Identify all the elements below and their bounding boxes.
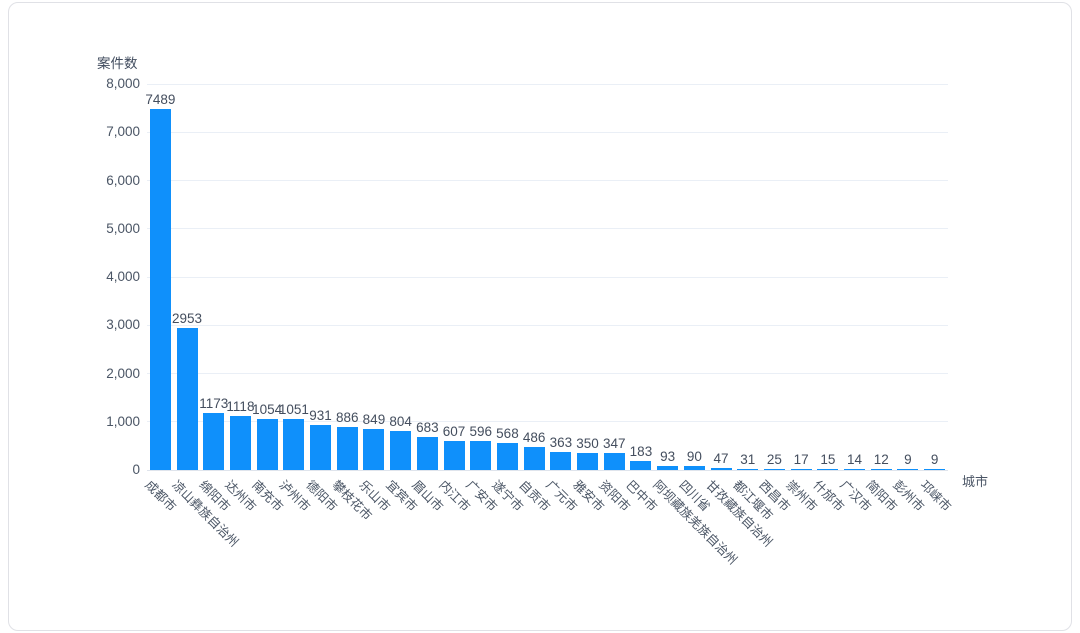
bar[interactable]: [710, 467, 732, 470]
bar[interactable]: [683, 465, 705, 470]
bar[interactable]: [817, 468, 839, 470]
bar[interactable]: [790, 468, 812, 470]
bar[interactable]: [496, 442, 518, 470]
gridline: [147, 180, 948, 181]
bar[interactable]: [657, 465, 679, 470]
y-axis-tick-label: 8,000: [106, 76, 140, 91]
bar[interactable]: [416, 437, 438, 470]
y-axis-tick-label: 1,000: [106, 413, 140, 429]
bar-value-label: 47: [713, 450, 729, 466]
bar[interactable]: [203, 413, 225, 470]
bar-value-label: 486: [522, 429, 546, 445]
bar-value-label: 363: [549, 435, 573, 451]
bar[interactable]: [310, 425, 332, 470]
gridline: [147, 131, 948, 133]
bar-value-label: 25: [766, 451, 782, 467]
x-axis-line: [147, 469, 948, 471]
bar[interactable]: [363, 429, 385, 470]
bar[interactable]: [550, 452, 572, 470]
gridline: [147, 228, 948, 230]
bar-value-label: 2953: [172, 310, 203, 326]
bar-value-label: 931: [309, 408, 332, 424]
bar-value-label: 17: [793, 451, 809, 467]
bar-value-label: 804: [389, 414, 412, 430]
bar-value-label: 183: [629, 444, 653, 460]
bar[interactable]: [577, 453, 599, 470]
y-axis-tick-label: 6,000: [106, 172, 140, 188]
bar-value-label: 350: [576, 436, 599, 452]
y-axis-tick-label: 5,000: [106, 220, 140, 236]
bar-value-label: 9: [930, 451, 939, 467]
bar-value-label: 14: [847, 451, 863, 467]
x-axis-title: 城市: [962, 474, 989, 489]
bar[interactable]: [737, 468, 759, 470]
bar-value-label: 93: [660, 448, 676, 464]
bar-value-label: 1051: [278, 402, 309, 418]
gridline: [147, 324, 948, 326]
bar-value-label: 15: [820, 451, 836, 467]
bar[interactable]: [256, 419, 278, 470]
bar[interactable]: [229, 416, 251, 470]
bar[interactable]: [523, 446, 545, 470]
bar[interactable]: [336, 427, 358, 470]
bar-chart: 案件数 0 1,000 2,000 3,000 4,000 5,000 6,000 7,000…: [9, 3, 1071, 630]
bar[interactable]: [283, 419, 305, 470]
bar-value-label: 596: [469, 424, 493, 440]
bar[interactable]: [443, 440, 465, 470]
bar-value-label: 90: [686, 448, 702, 464]
bar-value-label: 1054: [252, 402, 283, 418]
gridline: [147, 83, 948, 85]
gridline: [147, 276, 948, 278]
y-axis-tick-label: 7,000: [106, 124, 140, 140]
y-axis-title: 案件数: [97, 56, 138, 71]
bar-value-label: 1118: [226, 399, 255, 415]
bar-value-label: 849: [362, 412, 386, 428]
bar-value-label: 31: [740, 451, 756, 467]
bar-value-label: 568: [496, 425, 519, 441]
gridline: [147, 421, 948, 423]
bar[interactable]: [844, 468, 866, 470]
y-axis-tick-label: 4,000: [106, 269, 140, 284]
bar-value-label: 886: [335, 410, 359, 426]
bar-value-label: 12: [873, 451, 889, 467]
gridline: [147, 373, 948, 374]
bar[interactable]: [870, 468, 892, 470]
chart-card: 案件数 0 1,000 2,000 3,000 4,000 5,000 6,000 7,000…: [8, 2, 1072, 631]
bar-value-label: 7489: [145, 91, 176, 107]
y-axis-tick-label: 0: [132, 462, 140, 477]
bar[interactable]: [603, 453, 625, 470]
bar-value-label: 1173: [199, 396, 229, 412]
bar-value-label: 607: [442, 423, 466, 439]
bar-value-label: 683: [416, 420, 439, 436]
y-axis-tick-label: 3,000: [106, 317, 140, 333]
bar[interactable]: [630, 461, 652, 470]
bar-value-label: 347: [602, 436, 626, 452]
bar[interactable]: [924, 468, 946, 470]
bar[interactable]: [470, 441, 492, 470]
bar[interactable]: [763, 468, 785, 470]
bar[interactable]: [897, 468, 919, 470]
bar-value-label: 9: [904, 451, 912, 467]
bar[interactable]: [176, 327, 198, 470]
bar[interactable]: [390, 431, 412, 470]
y-axis-tick-label: 2,000: [106, 365, 140, 381]
bar[interactable]: [149, 108, 171, 470]
